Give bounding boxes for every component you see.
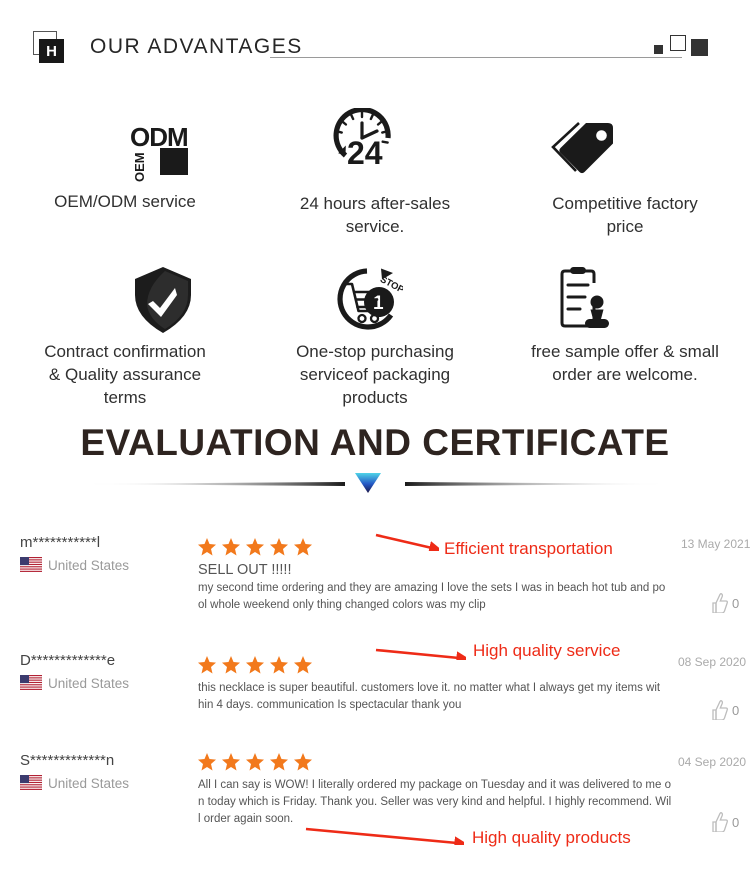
svg-text:OEM: OEM [132, 152, 147, 182]
svg-text:24: 24 [347, 135, 383, 168]
svg-text:ODM: ODM [130, 122, 188, 152]
